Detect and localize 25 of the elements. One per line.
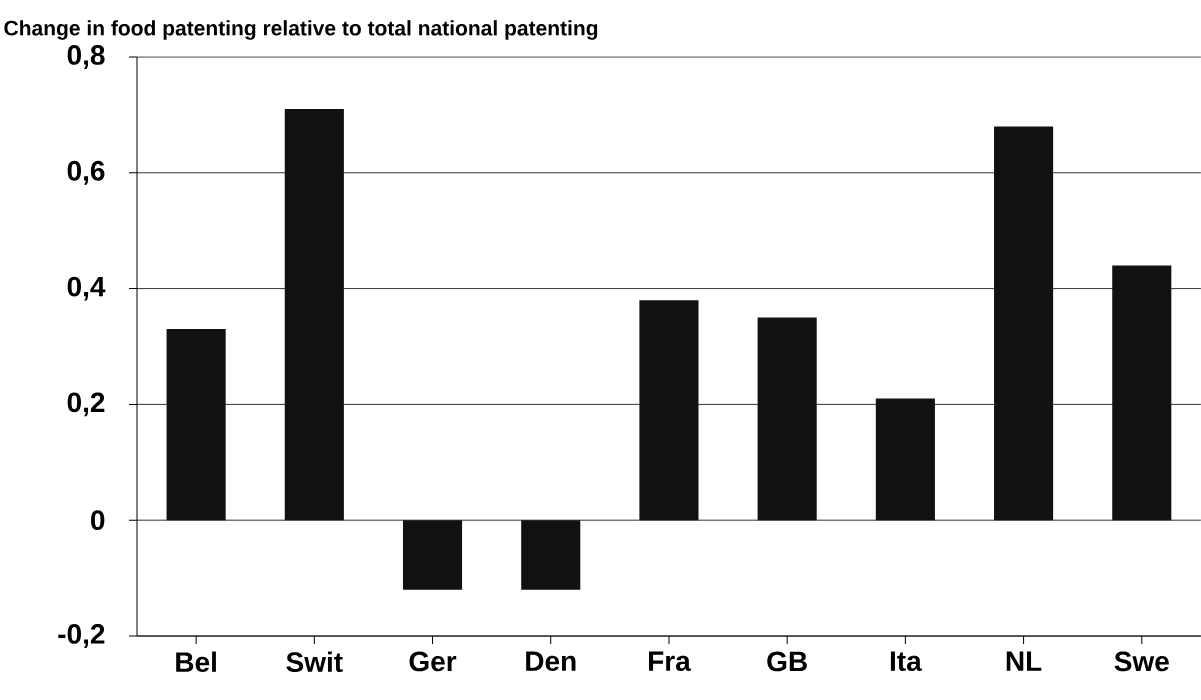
- y-tick-label: 0,6: [67, 160, 105, 185]
- x-tick-label: Swit: [286, 651, 343, 673]
- y-tick-label: 0,2: [67, 392, 105, 417]
- x-tick-label: Fra: [649, 651, 691, 672]
- x-tick-label: Ger: [409, 651, 457, 672]
- y-tick-label: -0,2: [58, 624, 105, 648]
- y-tick-label: 0,8: [67, 45, 105, 69]
- bar: [1112, 265, 1172, 521]
- y-tick-label: 0,4: [67, 276, 106, 301]
- chart-title: Change in food patenting relative to total national patenting: [4, 20, 598, 40]
- y-tick-label: 0: [91, 510, 105, 531]
- x-tick-label: Ita: [890, 651, 922, 672]
- x-tick-label: Bel: [176, 651, 216, 673]
- bar: [875, 398, 935, 521]
- x-tick-label: GB: [767, 651, 807, 672]
- bar: [166, 329, 226, 521]
- bar: [639, 300, 699, 521]
- bar: [521, 520, 581, 590]
- x-tick-label: Den: [526, 651, 576, 672]
- bar: [284, 109, 344, 521]
- bar: [757, 317, 817, 521]
- x-tick-label: Swe: [1114, 651, 1169, 672]
- bar: [402, 520, 463, 590]
- x-tick-label: NL: [1006, 651, 1042, 671]
- bar: [994, 126, 1054, 521]
